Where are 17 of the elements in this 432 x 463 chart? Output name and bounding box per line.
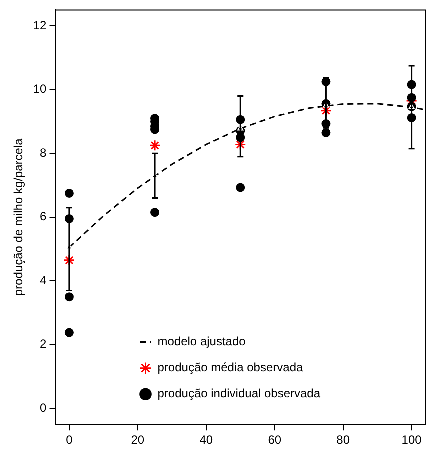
legend-label: produção individual observada bbox=[158, 386, 321, 401]
y-tick-label: 2 bbox=[40, 337, 48, 352]
y-tick-label: 4 bbox=[40, 273, 48, 288]
x-tick-label: 60 bbox=[268, 433, 282, 448]
x-tick-label: 20 bbox=[131, 433, 145, 448]
y-tick-label: 12 bbox=[33, 18, 48, 32]
y-axis-title: produção de milho kg/parcela bbox=[12, 138, 26, 296]
x-tick-label: 100 bbox=[402, 433, 422, 448]
x-tick-label: 80 bbox=[336, 433, 350, 448]
x-tick-label: 40 bbox=[200, 433, 214, 448]
y-tick-label: 0 bbox=[40, 400, 48, 415]
legend-label: produção média observada bbox=[158, 360, 304, 375]
y-tick-label: 10 bbox=[33, 82, 48, 96]
legend-label: modelo ajustado bbox=[158, 334, 246, 349]
x-tick-label: 0 bbox=[66, 433, 74, 448]
y-tick-label: 6 bbox=[40, 210, 48, 224]
y-tick-label: 8 bbox=[40, 146, 48, 160]
